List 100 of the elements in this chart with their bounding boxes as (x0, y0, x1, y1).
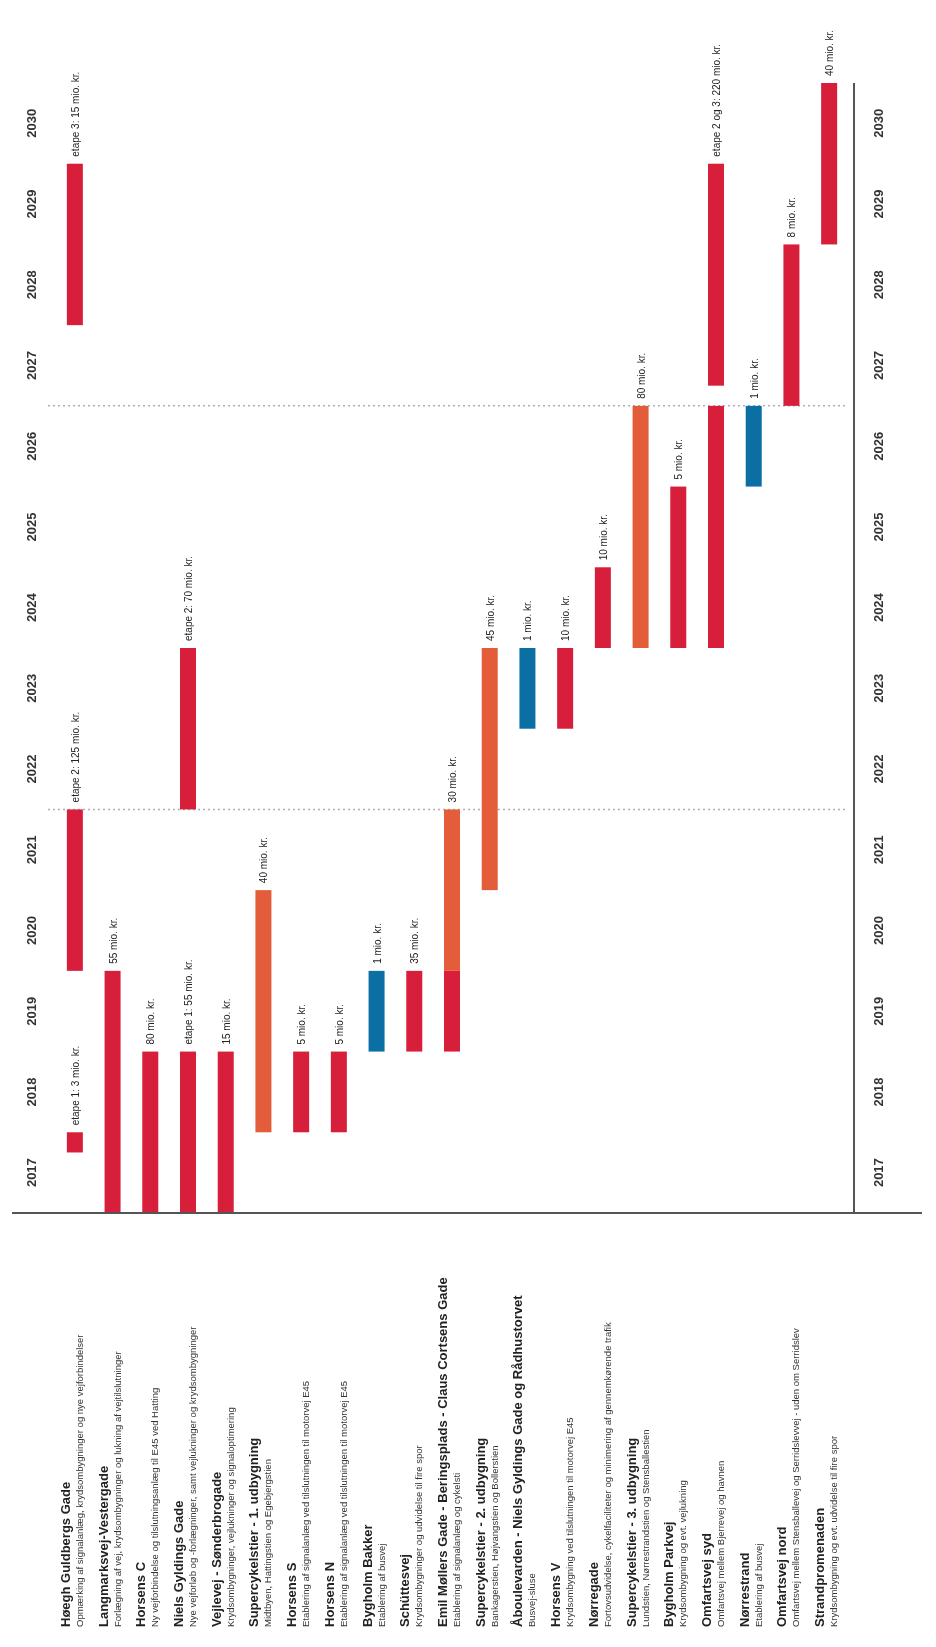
annotation: 1 mio. kr. (748, 358, 760, 399)
x-tick-label: Nørrestrand (736, 1552, 752, 1627)
y2-tick-label: 2030 (24, 108, 39, 138)
x-tick-label: Bygholm Parkvej (661, 1521, 677, 1627)
bar (708, 405, 724, 648)
annotation: etape 1: 55 mio. kr. (183, 959, 194, 1045)
y-tick-label: 2017 (871, 1158, 886, 1188)
bar (594, 567, 611, 648)
annotation: 15 mio. kr. (220, 998, 232, 1045)
y-tick-label: 2029 (871, 189, 886, 219)
x-tick-label: Supercykelstier - 3. udbygning (623, 1437, 639, 1627)
bar (217, 1051, 234, 1213)
bar (444, 809, 460, 971)
bar (444, 970, 460, 1052)
y2-tick-label: 2023 (24, 673, 39, 703)
text: Midtbyen, Hattingstien og Egebjergstien (262, 1459, 274, 1627)
y-tick-label: 2018 (871, 1077, 886, 1107)
text: Omfartsvej mellem Bjerrevej og havnen (715, 1460, 726, 1627)
annotation: 40 mio. kr. (824, 29, 836, 76)
bar (708, 163, 724, 386)
text: Krydsombygning ved tilslutningen til motorvej E45 (564, 1417, 576, 1627)
bar (142, 1051, 159, 1213)
x-tick-label: Åboulevarden - Niels Gyldings Gade og Rådhustorvet (510, 1294, 526, 1627)
y-tick-label: 2022 (871, 754, 886, 784)
annotation: 5 mio. kr. (333, 1003, 345, 1045)
bar (66, 163, 83, 326)
annotation: 55 mio. kr. (107, 917, 119, 964)
x-tick-label: Omfartsvej nord (774, 1526, 790, 1627)
y-tick-label: 2026 (871, 431, 886, 461)
x-tick-label: Høegh Guldbergs Gade (57, 1481, 73, 1627)
y2-tick-label: 2028 (24, 270, 39, 300)
bar (670, 486, 687, 648)
y-tick-label: 2024 (871, 592, 886, 623)
annotation: 1 mio. kr. (371, 923, 383, 964)
annotation: etape 2 og 3: 220 mio. kr. (711, 43, 722, 157)
annotation: 10 mio. kr. (597, 514, 609, 561)
bar (180, 648, 196, 810)
y-tick-label: 2025 (871, 512, 886, 542)
x-tick-label: Horsens N (321, 1561, 337, 1627)
x-tick-label: Langmarksvej-Vestergade (95, 1465, 111, 1627)
text: Krydsombygning og evt. udvidelse til fire spor (828, 1435, 840, 1627)
bar (180, 1051, 196, 1213)
x-tick-label: Vejlevej - Sønderbrogade (208, 1471, 224, 1627)
text: Forlægning af vej, krydsombygninger og lukning af vejtilslutninger (111, 1351, 123, 1627)
x-tick-label: Horsens S (284, 1562, 300, 1627)
text: Nye vejforløb og -forlægninger, samt vejlukninger og krydsombygninger (187, 1326, 198, 1627)
x-tick-label: Omfartsvej syd (699, 1533, 714, 1627)
y-tick-label: 2023 (871, 673, 886, 703)
y-tick-label: 2028 (871, 270, 886, 300)
annotation: 40 mio. kr. (258, 837, 270, 884)
annotation: 35 mio. kr. (409, 917, 421, 964)
bar (519, 648, 536, 729)
annotation: 8 mio. kr. (786, 196, 798, 238)
annotation: 1 mio. kr. (522, 600, 534, 641)
bar (104, 970, 121, 1213)
bar (255, 890, 272, 1133)
bar (406, 970, 423, 1052)
annotation: etape 3: 15 mio. kr. (69, 71, 81, 157)
x-tick-label: Emil Møllers Gade - Beringsplads - Claus Cortsens Gade (435, 1277, 450, 1627)
text: Krydsombygninger, vejlukninger og signaloptimering (224, 1407, 236, 1627)
x-tick-label: Horsens V (548, 1562, 564, 1627)
y2-tick-label: 2020 (24, 916, 39, 945)
y2-tick-label: 2017 (24, 1158, 39, 1188)
bar (481, 648, 498, 891)
x-tick-label: Schüttesvej (397, 1554, 413, 1627)
bar (368, 970, 385, 1052)
y2-tick-label: 2022 (24, 754, 39, 784)
y2-tick-label: 2024 (24, 592, 39, 623)
text: Bankagerstien, Højvangstien og Bollerstien (488, 1445, 500, 1627)
text: Etablering af busvej (375, 1543, 387, 1627)
x-tick-label: Supercykelstier - 2. udbygning (472, 1437, 488, 1627)
bar (293, 1051, 310, 1133)
y2-tick-label: 2021 (24, 835, 39, 865)
annotation: etape 1: 3 mio. kr. (69, 1045, 81, 1126)
y-tick-label: 2027 (871, 351, 886, 380)
text: Opmærking af signalanlæg, krydsombygninger og nye vejforbindelser (73, 1334, 85, 1627)
annotation: 45 mio. kr. (484, 594, 496, 641)
text: Lundstien, Nørrestrandstien og Stensballestien (639, 1429, 651, 1627)
annotation: 10 mio. kr. (560, 594, 572, 641)
bar (557, 648, 574, 729)
annotation: 80 mio. kr. (145, 998, 157, 1045)
y2-tick-label: 2026 (24, 431, 39, 461)
y2-tick-label: 2029 (24, 189, 39, 219)
bar (821, 83, 838, 245)
text: Etablering af signalanlæg ved tilslutningen til motorvej E45 (300, 1380, 312, 1627)
bar (783, 244, 800, 406)
text: Omfartsvej mellem Stensballevej og Serridslevvej - uden om Serridslev (790, 1327, 802, 1627)
text: Etablering af signalanlæg ved tilslutningen til motorvej E45 (337, 1380, 349, 1627)
y-tick-label: 2019 (871, 996, 886, 1026)
y2-tick-label: 2027 (24, 351, 39, 380)
y2-tick-label: 2019 (24, 996, 39, 1026)
y-tick-label: 2020 (871, 916, 886, 945)
y-tick-label: 2030 (871, 108, 886, 138)
text: Etablering af busvej (752, 1543, 764, 1627)
text: Krydsombygninger og udvidelse til fire spor (413, 1445, 425, 1627)
bar (66, 1132, 83, 1153)
x-tick-label: Nørregade (585, 1561, 601, 1627)
annotation: etape 2: 70 mio. kr. (183, 555, 194, 641)
text: Ny vejforbindelse og tilslutningsanlæg til E45 ved Hatting (149, 1387, 161, 1627)
bar (330, 1051, 347, 1133)
